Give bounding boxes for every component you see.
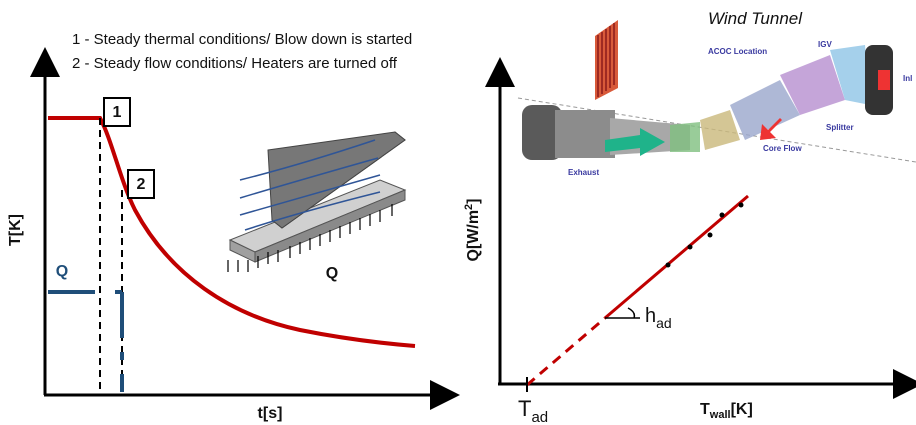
x-label-end: [K] (731, 401, 753, 418)
wind-tunnel (518, 20, 916, 162)
tunnel-label: Inl (903, 74, 912, 83)
beam-inset (228, 132, 405, 272)
note: 1 - Steady thermal conditions/ Blow down… (72, 31, 412, 48)
x-label: Twall[K] (700, 401, 753, 421)
y-label: Q[W/m2] (463, 199, 482, 262)
y-label: T[K] (7, 214, 24, 246)
tunnel-label: Splitter (826, 123, 854, 132)
inset-label: Q (326, 265, 338, 282)
wind-tunnel-title: Wind Tunnel (708, 9, 803, 28)
tunnel-label: Core Flow (763, 144, 802, 153)
marker: 1 (113, 104, 122, 121)
note: 2 - Steady flow conditions/ Heaters are … (72, 55, 398, 72)
figure: 1 - Steady thermal conditions/ Blow down… (0, 0, 916, 425)
flux-line (48, 292, 122, 392)
slope-base: h (645, 305, 656, 327)
flux-label: Q (56, 263, 68, 280)
intercept-sub: ad (531, 409, 548, 425)
x-label-sub: wall (709, 409, 731, 421)
y-label-end: ] (465, 199, 482, 204)
tunnel-label: IGV (818, 40, 832, 49)
intercept-label: Tad (518, 396, 548, 425)
tunnel-label: ACOC Location (708, 47, 767, 56)
slope-sub: ad (656, 315, 672, 331)
extrapolation (527, 318, 605, 385)
x-label-base: T (700, 401, 710, 418)
marker: 2 (137, 176, 146, 193)
y-label-base: Q[W/m (465, 210, 482, 262)
intercept-base: T (518, 396, 531, 421)
slope-label: had (645, 305, 672, 331)
x-label: t[s] (258, 405, 283, 422)
tunnel-label: Exhaust (568, 168, 599, 177)
fit-line (605, 196, 748, 318)
